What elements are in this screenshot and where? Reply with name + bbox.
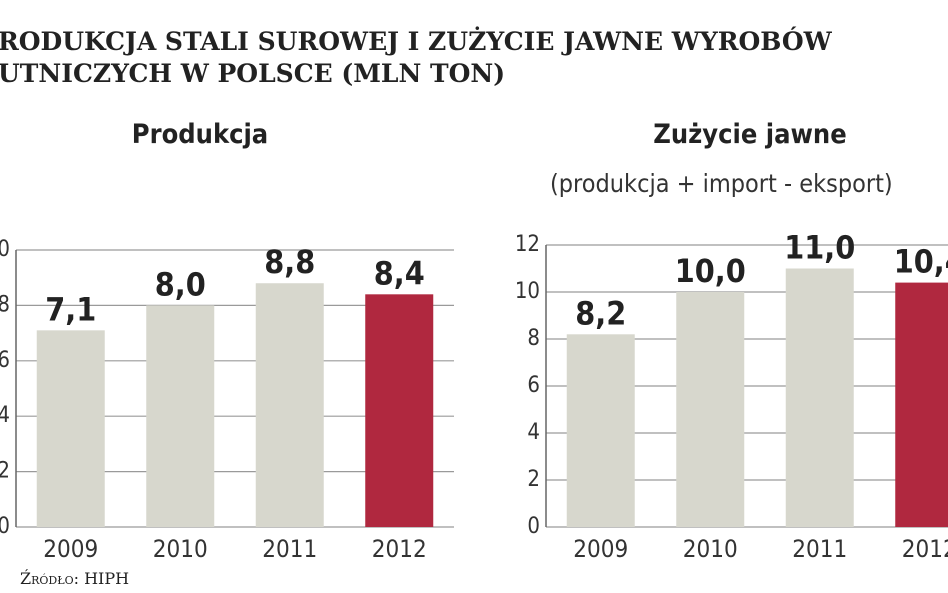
y-tick-label: 8 [527, 326, 540, 351]
data-label: 10,0 [675, 252, 746, 290]
title-line: UTNICZYCH W POLSCE (MLN TON) [0, 59, 505, 88]
y-tick-label: 0 [0, 514, 10, 539]
x-tick-label: 2012 [902, 535, 948, 563]
y-tick-label: 4 [0, 403, 10, 428]
title-line: RODUKCJA STALI SUROWEJ I ZUŻYCIE JAWNE W… [0, 27, 833, 56]
y-tick-label: 8 [0, 292, 10, 317]
y-tick-label: 10 [0, 237, 10, 262]
data-label: 8,8 [264, 243, 315, 281]
bar [895, 282, 948, 527]
x-tick-label: 2011 [262, 535, 317, 563]
chart-title: Zużycie jawne [653, 119, 846, 150]
y-tick-label: 4 [527, 420, 540, 445]
y-tick-label: 10 [515, 279, 540, 304]
chart-title: Produkcja [132, 119, 268, 150]
y-tick-label: 12 [515, 232, 540, 257]
data-label: 11,0 [784, 229, 855, 267]
data-label: 8,0 [155, 265, 206, 303]
x-tick-label: 2009 [573, 535, 628, 563]
y-tick-label: 2 [527, 467, 540, 492]
data-label: 10,4 [894, 243, 948, 281]
chart-subtitle: (produkcja + import - eksport) [550, 169, 893, 198]
data-label: 7,1 [45, 290, 96, 328]
bar [365, 294, 434, 527]
x-tick-label: 2010 [153, 535, 208, 563]
y-tick-label: 2 [0, 459, 10, 484]
source: Źródło: HIPH [20, 568, 129, 588]
bar [146, 305, 215, 527]
bar [255, 283, 324, 527]
bar [676, 292, 745, 527]
y-tick-label: 6 [0, 348, 10, 373]
x-tick-label: 2009 [43, 535, 98, 563]
data-label: 8,2 [575, 294, 626, 332]
bar [566, 334, 635, 527]
x-tick-label: 2012 [372, 535, 427, 563]
y-tick-label: 6 [527, 373, 540, 398]
x-tick-label: 2011 [792, 535, 847, 563]
x-tick-label: 2010 [683, 535, 738, 563]
data-label: 8,4 [374, 254, 425, 292]
bar [36, 330, 105, 527]
bar [785, 268, 854, 527]
y-tick-label: 0 [527, 514, 540, 539]
